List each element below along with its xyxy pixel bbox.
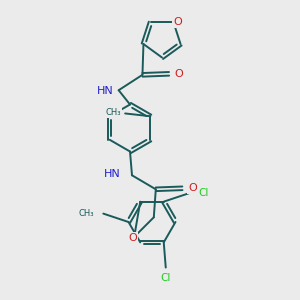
Text: O: O <box>188 183 197 193</box>
Text: CH₃: CH₃ <box>106 108 121 117</box>
Text: O: O <box>173 17 182 27</box>
Text: O: O <box>175 69 183 79</box>
Text: Cl: Cl <box>198 188 208 198</box>
Text: HN: HN <box>104 169 121 179</box>
Text: HN: HN <box>97 86 114 96</box>
Text: Cl: Cl <box>160 273 171 283</box>
Text: O: O <box>129 233 138 243</box>
Text: CH₃: CH₃ <box>79 209 94 218</box>
